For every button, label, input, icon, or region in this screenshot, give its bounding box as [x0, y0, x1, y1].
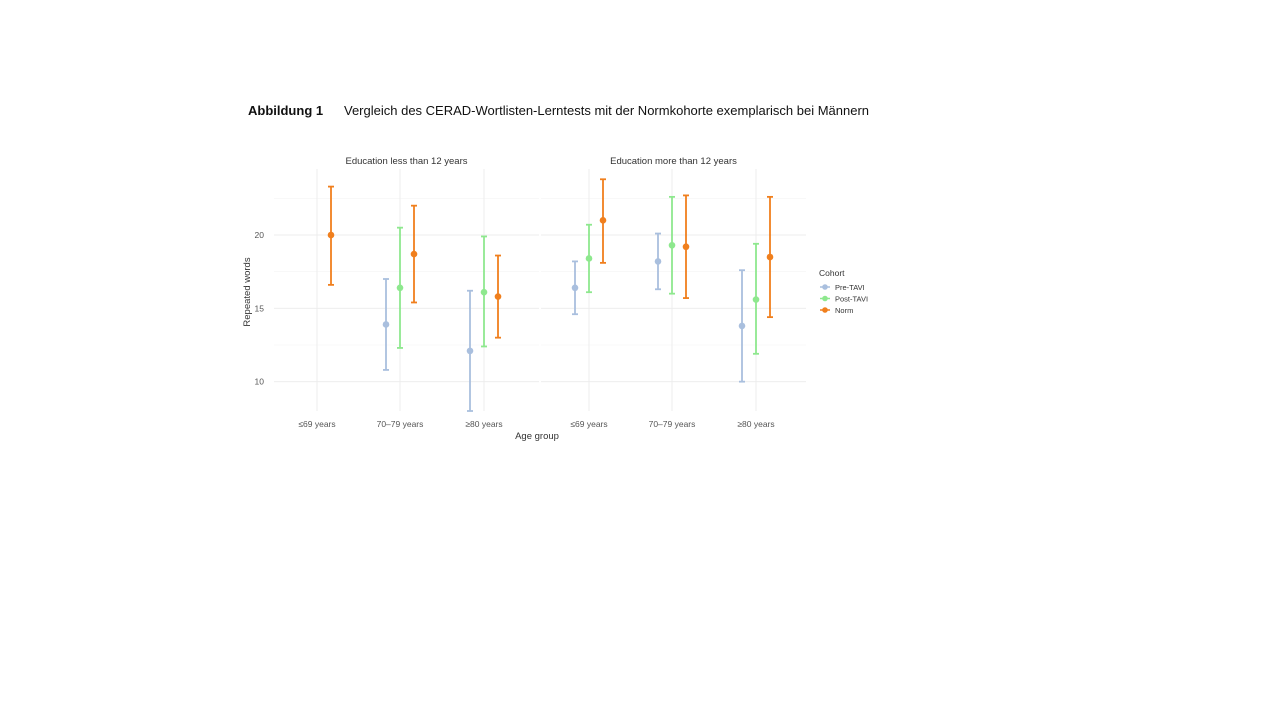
- mean-point: [410, 250, 418, 258]
- legend-key-point: [822, 295, 828, 302]
- legend-entry: Norm: [820, 306, 853, 315]
- errorbar: [466, 289, 474, 412]
- grid-layer: [274, 169, 806, 411]
- errorbar: [480, 235, 488, 348]
- legend-label: Norm: [835, 306, 853, 315]
- legend-entry: Pre-TAVI: [820, 283, 865, 292]
- errorbar: [494, 254, 502, 339]
- mean-point: [599, 217, 607, 224]
- x-tick-label: 70–79 years: [649, 419, 696, 429]
- mean-point: [382, 321, 390, 328]
- legend-label: Post-TAVI: [835, 295, 868, 304]
- errorbar: [382, 278, 390, 371]
- mean-point: [466, 347, 474, 355]
- errorbar: [396, 226, 404, 349]
- x-tick-label: ≥80 years: [737, 419, 774, 429]
- mean-point: [668, 241, 676, 249]
- figure-caption-text: Vergleich des CERAD-Wortlisten-Lerntests…: [344, 103, 870, 118]
- errorbar: [585, 223, 593, 294]
- legend-label: Pre-TAVI: [835, 283, 865, 292]
- y-tick-label: 15: [255, 303, 265, 313]
- errorbar: [410, 204, 418, 304]
- x-tick-label: ≤69 years: [570, 419, 607, 429]
- errorbar: [766, 195, 774, 319]
- legend-entry: Post-TAVI: [820, 295, 868, 304]
- mean-point: [766, 253, 774, 261]
- mean-point: [585, 255, 593, 262]
- errorbar: [571, 260, 579, 316]
- mean-point: [738, 322, 746, 330]
- legend-key-point: [822, 307, 828, 313]
- panel-title: Education less than 12 years: [346, 156, 468, 167]
- legend-title: Cohort: [819, 268, 845, 278]
- mean-point: [654, 258, 662, 265]
- y-tick-label: 10: [255, 377, 265, 387]
- panel-title: Education more than 12 years: [610, 156, 737, 167]
- y-axis-title: Repeated words: [242, 257, 253, 326]
- mean-point: [480, 288, 488, 296]
- errorbar: [654, 232, 662, 291]
- mean-point: [752, 296, 760, 303]
- x-tick-label: ≤69 years: [298, 419, 335, 429]
- errorbar: [599, 178, 607, 264]
- errorbar: [738, 269, 746, 383]
- figure-caption-label: Abbildung 1: [248, 103, 324, 118]
- mean-point: [494, 293, 502, 300]
- x-axis-title: Age group: [515, 431, 559, 442]
- y-tick-label: 20: [255, 230, 265, 240]
- tick-layer: Education less than 12 years ≤69 years 70–…: [255, 156, 775, 429]
- errorbar: [752, 242, 760, 355]
- errorbar: [327, 185, 335, 286]
- x-tick-label: ≥80 years: [465, 419, 502, 429]
- figure-caption: Abbildung 1 Vergleich des CERAD-Wortliste…: [248, 103, 869, 118]
- mean-point: [571, 284, 579, 292]
- legend: Cohort Pre-TAVI Post-TAVI Norm: [819, 268, 868, 315]
- mean-point: [396, 284, 404, 292]
- errorbar: [668, 195, 676, 295]
- errorbar-layer: [327, 178, 774, 412]
- mean-point: [682, 243, 690, 251]
- errorbar: [682, 194, 690, 299]
- mean-point: [327, 231, 335, 239]
- x-tick-label: 70–79 years: [377, 419, 424, 429]
- legend-key-point: [822, 284, 828, 290]
